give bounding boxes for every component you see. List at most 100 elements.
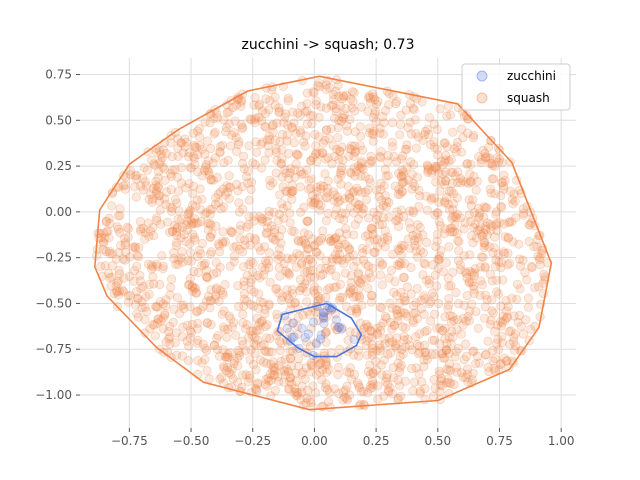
squash-point — [177, 214, 187, 224]
squash-point — [339, 392, 350, 402]
squash-point — [352, 304, 362, 314]
squash-point — [282, 254, 292, 264]
squash-point — [205, 232, 215, 242]
squash-point — [200, 209, 210, 219]
squash-point — [239, 151, 249, 161]
squash-point — [152, 213, 162, 223]
squash-point — [509, 189, 519, 199]
squash-point — [358, 204, 369, 214]
squash-point — [332, 204, 342, 214]
squash-point — [261, 346, 271, 357]
squash-point — [224, 171, 234, 181]
squash-point — [215, 148, 225, 158]
squash-point — [511, 341, 521, 351]
squash-point — [456, 124, 467, 134]
squash-point — [433, 208, 443, 218]
squash-point — [445, 110, 455, 120]
squash-point — [236, 97, 246, 107]
squash-point — [441, 150, 451, 161]
squash-point — [439, 229, 449, 239]
squash-point — [459, 300, 469, 310]
squash-point — [335, 249, 345, 260]
squash-point — [487, 174, 497, 184]
squash-point — [495, 359, 506, 370]
squash-point — [520, 267, 530, 278]
squash-point — [424, 113, 434, 123]
squash-point — [356, 171, 366, 181]
squash-point — [221, 122, 232, 133]
squash-point — [429, 335, 440, 345]
squash-point — [309, 88, 319, 98]
squash-point — [229, 359, 239, 369]
squash-point — [530, 282, 540, 293]
squash-point — [465, 169, 475, 179]
squash-point — [156, 316, 166, 326]
squash-point — [346, 278, 356, 288]
squash-point — [233, 186, 243, 196]
squash-point — [131, 286, 141, 297]
squash-point — [503, 301, 513, 312]
squash-point — [316, 102, 326, 112]
squash-point — [192, 324, 203, 334]
squash-point — [245, 232, 255, 242]
squash-point — [349, 208, 359, 218]
squash-point — [446, 281, 456, 291]
squash-point — [135, 276, 145, 286]
squash-point — [112, 286, 122, 296]
squash-point — [105, 248, 115, 259]
squash-point — [364, 332, 374, 343]
squash-point — [390, 341, 401, 351]
squash-point — [383, 150, 393, 161]
squash-point — [415, 347, 425, 357]
squash-point — [206, 143, 216, 154]
squash-point — [324, 83, 334, 93]
squash-point — [177, 351, 187, 361]
squash-point — [273, 216, 283, 226]
squash-point — [268, 120, 278, 130]
squash-point — [274, 263, 284, 273]
squash-point — [207, 204, 217, 214]
squash-point — [109, 288, 119, 299]
squash-point — [366, 326, 376, 336]
squash-point — [462, 272, 472, 283]
squash-point — [129, 276, 139, 286]
squash-point — [124, 297, 134, 307]
squash-point — [178, 257, 188, 267]
squash-point — [405, 99, 415, 109]
x-tick-label: 0.00 — [301, 434, 328, 448]
squash-point — [482, 218, 492, 228]
squash-point — [469, 288, 479, 298]
squash-point — [121, 247, 131, 257]
squash-point — [248, 158, 258, 168]
squash-point — [137, 302, 147, 313]
squash-point — [357, 248, 368, 258]
squash-point — [372, 210, 382, 221]
squash-point — [238, 247, 248, 257]
squash-point — [518, 208, 529, 218]
squash-point — [154, 145, 164, 155]
squash-point — [391, 216, 401, 226]
squash-point — [353, 276, 363, 286]
squash-point — [335, 292, 345, 302]
squash-point — [115, 204, 125, 214]
squash-point — [406, 262, 416, 273]
squash-point — [467, 231, 477, 241]
squash-point — [132, 251, 142, 261]
squash-point — [443, 304, 453, 314]
squash-point — [440, 196, 450, 206]
squash-point — [142, 165, 152, 175]
squash-point — [167, 226, 178, 236]
squash-point — [255, 355, 265, 365]
squash-point — [285, 164, 296, 174]
squash-point — [355, 141, 365, 151]
squash-point — [507, 293, 517, 303]
squash-point — [101, 217, 111, 227]
squash-point — [302, 216, 312, 226]
squash-point — [202, 265, 212, 275]
squash-point — [172, 222, 182, 232]
squash-point — [165, 290, 175, 300]
squash-point — [359, 323, 369, 333]
squash-point — [508, 199, 518, 209]
squash-point — [189, 218, 199, 229]
squash-point — [161, 337, 171, 347]
